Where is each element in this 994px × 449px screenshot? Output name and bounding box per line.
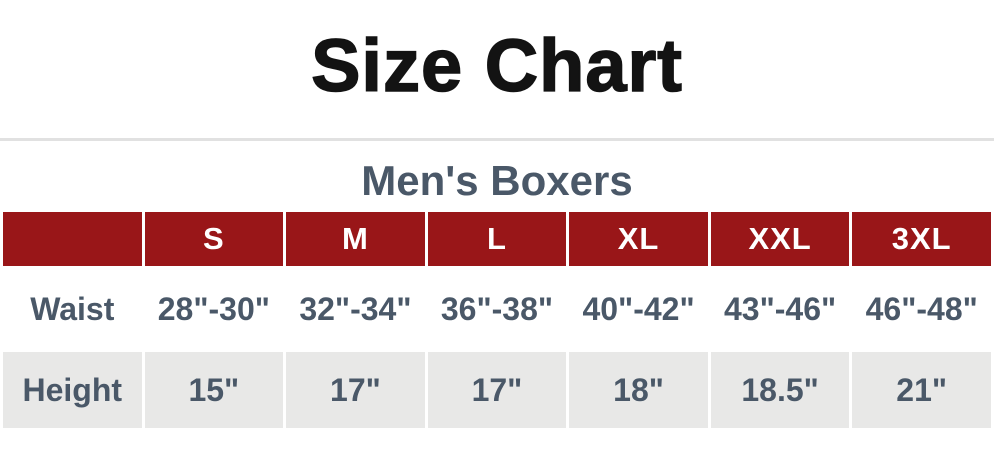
- waist-value-xl: 40"-42": [569, 269, 708, 349]
- size-column-header-xxl: XXL: [710, 212, 850, 266]
- height-value-m: 17": [286, 352, 425, 428]
- size-header-row: S M L XL XXL 3XL: [3, 212, 991, 266]
- waist-value-xxl: 43"-46": [710, 269, 850, 349]
- size-column-header-l: L: [427, 212, 567, 266]
- height-row-label: Height: [3, 352, 142, 428]
- size-column-header-m: M: [286, 212, 425, 266]
- height-value-3xl: 21": [852, 352, 991, 428]
- waist-value-l: 36"-38": [427, 269, 567, 349]
- height-value-xl: 18": [569, 352, 708, 428]
- height-value-xxl: 18.5": [710, 352, 850, 428]
- height-value-l: 17": [427, 352, 567, 428]
- page-title: Size Chart: [310, 24, 683, 107]
- waist-row: Waist 28"-30" 32"-34" 36"-38" 40"-42" 43…: [3, 269, 991, 349]
- size-table: S M L XL XXL 3XL Waist 28"-30" 32"-34" 3…: [0, 209, 994, 431]
- corner-cell: [3, 212, 142, 266]
- waist-row-label: Waist: [3, 269, 142, 349]
- product-category-title: Men's Boxers: [361, 157, 633, 204]
- section-divider: [0, 138, 994, 141]
- waist-value-3xl: 46"-48": [852, 269, 991, 349]
- waist-value-m: 32"-34": [286, 269, 425, 349]
- size-column-header-s: S: [144, 212, 284, 266]
- height-value-s: 15": [144, 352, 284, 428]
- waist-value-s: 28"-30": [144, 269, 284, 349]
- height-row: Height 15" 17" 17" 18" 18.5" 21": [3, 352, 991, 428]
- size-column-header-xl: XL: [569, 212, 708, 266]
- size-column-header-3xl: 3XL: [852, 212, 991, 266]
